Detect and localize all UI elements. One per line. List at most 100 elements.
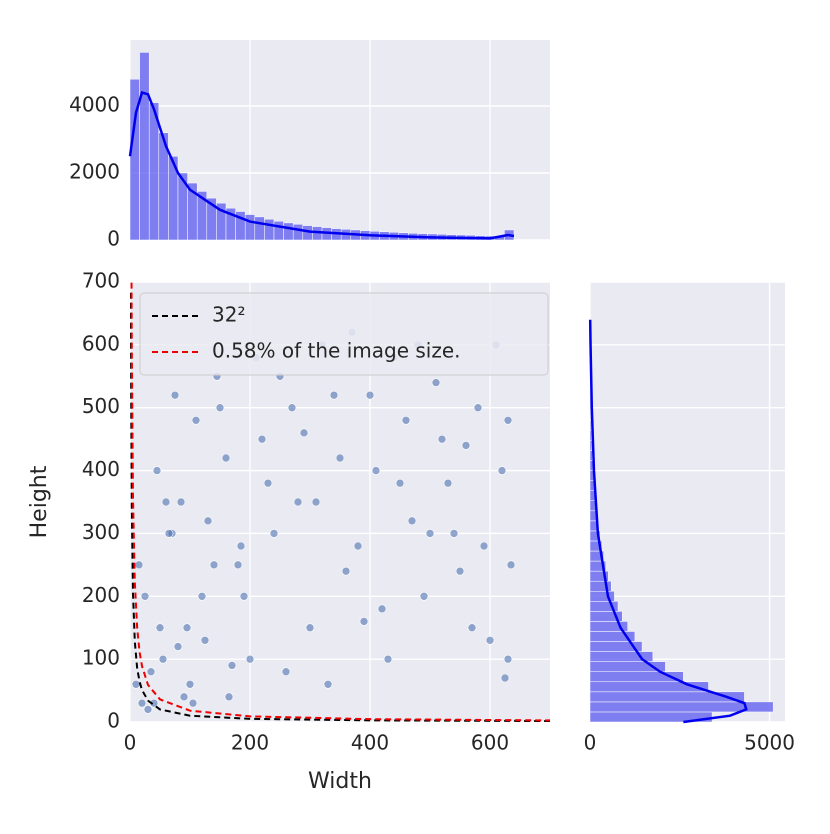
x-tick-label: 200 <box>231 731 269 755</box>
scatter-point <box>165 529 173 537</box>
scatter-point <box>264 479 272 487</box>
scatter-point <box>420 592 428 600</box>
scatter-point <box>480 542 488 550</box>
histogram-bar <box>140 52 150 240</box>
scatter-point <box>450 529 458 537</box>
scatter-point <box>234 561 242 569</box>
scatter-point <box>501 674 509 682</box>
x-axis-label: Width <box>308 769 372 794</box>
scatter-point <box>177 498 185 506</box>
y-tick-label: 300 <box>82 520 120 544</box>
histogram-bar <box>590 430 591 440</box>
scatter-point <box>240 592 248 600</box>
y-tick-label: 100 <box>82 646 120 670</box>
scatter-point <box>474 404 482 412</box>
scatter-point <box>396 479 404 487</box>
scatter-point <box>312 498 320 506</box>
y-tick-label: 0 <box>107 709 120 733</box>
y-axis-label: Height <box>27 465 52 538</box>
scatter-point <box>222 454 230 462</box>
y-tick-label: 600 <box>82 331 120 355</box>
scatter-point <box>366 391 374 399</box>
histogram-bar <box>264 219 274 240</box>
y-tick-label: 0 <box>107 227 120 251</box>
legend-label: 0.58% of the image size. <box>212 339 461 363</box>
scatter-point <box>354 542 362 550</box>
scatter-point <box>426 529 434 537</box>
x-tick-label: 0 <box>124 731 137 755</box>
scatter-point <box>507 561 515 569</box>
scatter-point <box>378 605 386 613</box>
histogram-bar <box>245 215 255 240</box>
scatter-point <box>237 542 245 550</box>
scatter-point <box>504 655 512 663</box>
scatter-point <box>336 454 344 462</box>
scatter-point <box>141 592 149 600</box>
scatter-point <box>270 529 278 537</box>
scatter-point <box>201 636 209 644</box>
scatter-point <box>324 680 332 688</box>
y-tick-label: 200 <box>82 583 120 607</box>
scatter-point <box>198 592 206 600</box>
histogram-bar <box>590 440 592 450</box>
scatter-point <box>216 404 224 412</box>
scatter-point <box>294 498 302 506</box>
scatter-point <box>210 561 218 569</box>
y-tick-label: 500 <box>82 394 120 418</box>
scatter-point <box>300 429 308 437</box>
y-tick-label: 4000 <box>69 92 120 116</box>
scatter-point <box>372 467 380 475</box>
scatter-point <box>174 643 182 651</box>
scatter-point <box>444 479 452 487</box>
scatter-point <box>156 624 164 632</box>
scatter-point <box>432 379 440 387</box>
y-tick-label: 400 <box>82 457 120 481</box>
histogram-bar <box>590 420 591 430</box>
scatter-point <box>171 391 179 399</box>
scatter-point <box>144 705 152 713</box>
scatter-point <box>132 680 140 688</box>
scatter-point <box>192 416 200 424</box>
scatter-point <box>486 636 494 644</box>
histogram-bar <box>293 224 303 240</box>
scatter-point <box>204 517 212 525</box>
scatter-point <box>384 655 392 663</box>
scatter-point <box>138 699 146 707</box>
scatter-point <box>456 567 464 575</box>
scatter-point <box>402 416 410 424</box>
scatter-point <box>408 517 416 525</box>
x-tick-label: 600 <box>471 731 509 755</box>
histogram-bar <box>590 692 744 702</box>
scatter-point <box>246 655 254 663</box>
legend-box <box>140 293 548 375</box>
scatter-point <box>288 404 296 412</box>
scatter-point <box>342 567 350 575</box>
histogram-bar <box>255 217 265 240</box>
scatter-point <box>153 467 161 475</box>
histogram-bar <box>590 450 592 460</box>
x-tick-label: 5000 <box>744 731 795 755</box>
scatter-point <box>282 668 290 676</box>
histogram-bar <box>274 221 284 240</box>
scatter-point <box>228 661 236 669</box>
y-tick-label: 700 <box>82 269 120 293</box>
scatter-point <box>360 617 368 625</box>
histogram-bar <box>284 223 294 240</box>
scatter-point <box>180 693 188 701</box>
scatter-point <box>147 668 155 676</box>
scatter-point <box>468 624 476 632</box>
scatter-point <box>498 467 506 475</box>
scatter-point <box>183 624 191 632</box>
scatter-point <box>135 561 143 569</box>
scatter-point <box>186 680 194 688</box>
y-tick-label: 2000 <box>69 159 120 183</box>
scatter-point <box>306 624 314 632</box>
scatter-point <box>189 699 197 707</box>
scatter-point <box>462 441 470 449</box>
histogram-bar <box>590 591 614 601</box>
scatter-point <box>330 391 338 399</box>
x-tick-label: 0 <box>584 731 597 755</box>
legend-label: 32² <box>212 303 245 327</box>
scatter-point <box>438 435 446 443</box>
